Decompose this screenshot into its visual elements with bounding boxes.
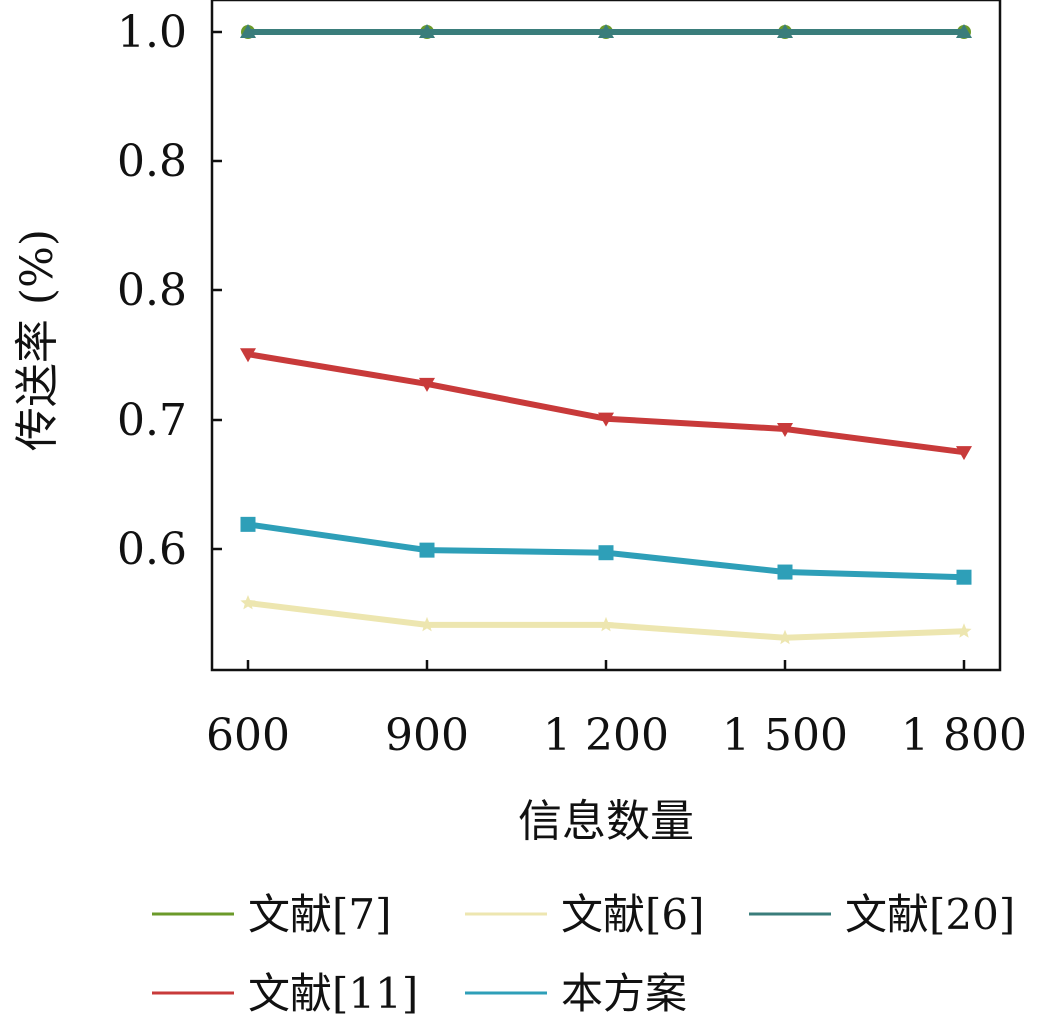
legend-label: 文献[7]	[248, 890, 392, 939]
data-point	[777, 564, 793, 580]
data-point	[598, 545, 614, 561]
series-4	[240, 516, 972, 585]
y-tick-label: 0.8	[117, 265, 187, 316]
x-tick-label: 1 800	[901, 710, 1027, 761]
y-tick-label: 0.8	[117, 136, 187, 187]
series-line	[245, 351, 967, 456]
legend-label: 本方案	[561, 969, 687, 1018]
series-3	[240, 348, 972, 461]
data-point	[956, 569, 972, 585]
data-point	[240, 595, 256, 610]
y-tick-label: 0.6	[117, 524, 187, 575]
legend-label: 文献[6]	[561, 890, 705, 939]
series-2	[240, 24, 972, 38]
x-tick-label: 1 500	[722, 710, 848, 761]
legend-item: 本方案	[465, 969, 687, 1018]
x-axis-title: 信息数量	[518, 796, 694, 847]
y-tick-label: 0.7	[117, 395, 187, 446]
data-point	[419, 24, 435, 38]
y-axis: 1.0 0.8 0.8 0.7 0.6	[117, 7, 222, 575]
legend-item: 文献[20]	[749, 890, 1015, 939]
data-point	[598, 616, 614, 632]
series-1	[240, 595, 972, 645]
data-point	[956, 24, 972, 38]
x-tick-label: 600	[206, 710, 290, 761]
x-tick-label: 1 200	[543, 710, 669, 761]
data-point	[240, 516, 256, 532]
data-point	[777, 629, 793, 645]
data-point	[777, 422, 793, 437]
legend-item: 文献[7]	[152, 890, 392, 939]
plot-frame	[210, 0, 1002, 672]
data-point	[598, 24, 614, 38]
x-axis: 600 900 1 200 1 500 1 800	[206, 660, 1027, 761]
data-point	[240, 24, 256, 38]
data-point	[956, 623, 972, 638]
y-axis-title: 传送率 (%)	[12, 229, 63, 451]
data-point	[419, 377, 435, 392]
y-tick-label: 1.0	[117, 7, 187, 58]
data-point	[419, 616, 435, 632]
plot-area	[240, 24, 972, 645]
data-point	[240, 348, 256, 363]
legend-label: 文献[11]	[248, 969, 418, 1018]
x-tick-label: 900	[385, 710, 469, 761]
legend: 文献[7] 文献[6] 文献[20] 文献[11] 本方案	[152, 890, 1015, 1018]
data-point	[777, 24, 793, 38]
data-point	[956, 446, 972, 461]
data-point	[419, 542, 435, 558]
legend-item: 文献[6]	[465, 890, 705, 939]
data-point	[598, 412, 614, 427]
legend-item: 文献[11]	[152, 969, 418, 1018]
legend-label: 文献[20]	[845, 890, 1015, 939]
